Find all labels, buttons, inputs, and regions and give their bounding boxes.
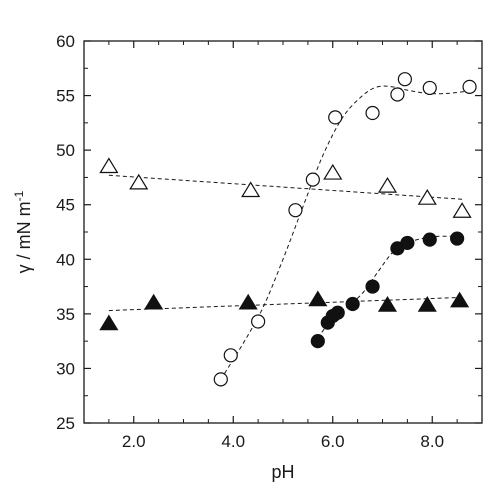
data-point-circle-open xyxy=(305,172,320,187)
y-tick-label: 25 xyxy=(56,414,75,433)
data-point-triangle-filled xyxy=(99,314,119,331)
data-markers xyxy=(99,72,477,387)
data-point-circle-open xyxy=(365,105,380,121)
fit-curves xyxy=(108,85,468,380)
data-point-triangle-filled xyxy=(238,293,258,310)
data-point-circle-open xyxy=(288,203,303,218)
data-point-circle-filled xyxy=(450,231,465,246)
y-tick-label: 55 xyxy=(56,87,75,106)
x-tick-label: 8.0 xyxy=(420,432,444,451)
y-tick-label: 50 xyxy=(56,141,75,160)
y-axis-label: γ / mN m-1 xyxy=(12,190,34,273)
y-tick-label: 45 xyxy=(56,196,75,215)
plot-frame xyxy=(83,40,483,424)
data-point-triangle-filled xyxy=(144,293,164,310)
data-point-circle-filled xyxy=(422,232,437,247)
x-tick-label: 4.0 xyxy=(221,432,245,451)
data-point-triangle-open xyxy=(452,202,472,218)
axis-ticks: 2.0 4.0 6.0 8.0 25 30 35 40 45 50 55 60 xyxy=(56,32,483,451)
fit-curve-triangle-open xyxy=(108,174,463,200)
data-point-circle-filled xyxy=(330,305,345,320)
data-point-circle-open xyxy=(251,314,266,329)
data-point-triangle-filled xyxy=(417,295,437,312)
data-point-triangle-open xyxy=(417,189,437,205)
data-point-triangle-open xyxy=(241,181,261,198)
data-point-triangle-open xyxy=(323,163,343,180)
data-point-circle-filled xyxy=(310,334,325,349)
y-tick-label: 40 xyxy=(56,250,75,269)
data-point-triangle-filled xyxy=(308,290,328,307)
data-point-circle-filled xyxy=(400,235,415,251)
data-point-circle-open xyxy=(390,87,405,102)
y-tick-label: 30 xyxy=(56,359,75,378)
data-point-circle-open xyxy=(397,72,412,87)
data-point-triangle-open xyxy=(129,173,149,190)
data-point-triangle-filled xyxy=(377,295,398,312)
y-axis-label-main: γ / mN m xyxy=(14,201,34,273)
y-axis-label-superscript: -1 xyxy=(12,190,26,201)
x-axis-label: pH xyxy=(271,462,294,482)
x-tick-label: 2.0 xyxy=(122,432,146,451)
data-point-circle-filled xyxy=(365,279,380,294)
fit-curve-circle-filled xyxy=(317,235,458,339)
data-point-circle-open xyxy=(213,372,228,387)
data-point-triangle-open xyxy=(377,177,398,193)
data-point-circle-open xyxy=(328,110,343,125)
data-point-circle-open xyxy=(422,80,437,96)
fit-curve-triangle-filled xyxy=(108,296,460,312)
data-point-circle-filled xyxy=(345,296,360,312)
data-point-triangle-filled xyxy=(450,291,470,308)
data-point-circle-open xyxy=(462,79,477,94)
x-tick-label: 6.0 xyxy=(321,432,345,451)
data-point-circle-open xyxy=(223,348,238,363)
data-point-triangle-open xyxy=(99,157,119,174)
y-tick-label: 35 xyxy=(56,305,75,324)
y-tick-label: 60 xyxy=(56,32,75,51)
